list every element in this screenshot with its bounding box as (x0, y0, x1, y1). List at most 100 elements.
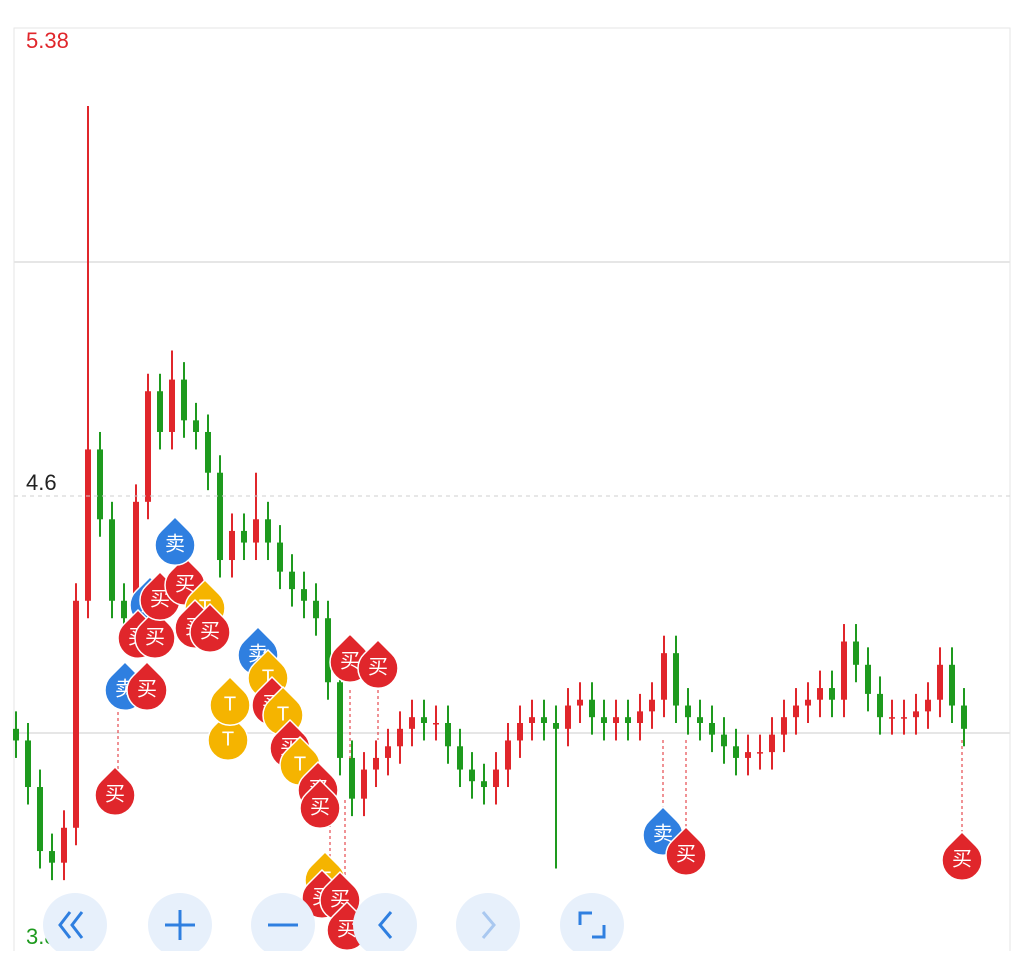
candle-body (337, 682, 343, 758)
candle-body (769, 734, 775, 753)
candle-body (481, 781, 487, 788)
signal-label: 买 (676, 843, 696, 865)
candle-body (625, 717, 631, 723)
signal-pin (665, 825, 707, 877)
candle-body (265, 519, 271, 543)
candle-body (493, 769, 499, 788)
candle-body (397, 728, 403, 747)
candle-body (757, 752, 763, 754)
candle-body (73, 600, 79, 828)
candle-body (181, 379, 187, 421)
signal-marker: 买 (357, 638, 399, 690)
signal-label: 买 (340, 650, 360, 672)
candle-body (37, 787, 43, 852)
toolbar (43, 893, 624, 956)
signal-marker: T (209, 675, 251, 727)
candle-body (205, 431, 211, 473)
candle-body (301, 589, 307, 601)
signal-label: 买 (310, 796, 330, 818)
candle-body (865, 664, 871, 694)
fullscreen-button[interactable] (560, 893, 624, 956)
signal-marker: 买 (134, 608, 176, 660)
candle-body (853, 641, 859, 665)
candle-body (877, 693, 883, 718)
candle-body (553, 723, 559, 729)
y-tick-label: 5.38 (26, 28, 69, 53)
candle-body (541, 717, 547, 723)
signal-pin (154, 515, 196, 567)
signal-label: 买 (150, 588, 170, 610)
candle-body (949, 664, 955, 706)
signal-label: 买 (952, 848, 972, 870)
candle-body (61, 827, 67, 863)
candle-body (817, 688, 823, 700)
candle-body (649, 699, 655, 712)
candle-body (457, 746, 463, 770)
candle-body (277, 542, 283, 572)
candle-body (25, 740, 31, 788)
signal-pin (189, 602, 231, 654)
candle-body (841, 641, 847, 700)
candle-body (109, 519, 115, 601)
candle-body (637, 711, 643, 723)
candle-body (673, 653, 679, 706)
candle-body (901, 717, 907, 719)
candle-body (289, 571, 295, 590)
signal-label: 买 (145, 626, 165, 648)
signal-label: T (277, 703, 289, 725)
signal-marker: 买 (94, 765, 136, 817)
candle-body (433, 723, 439, 725)
candle-body (709, 723, 715, 735)
scroll-start-button[interactable] (43, 893, 107, 956)
signal-label: T (224, 693, 236, 715)
candle-body (517, 723, 523, 741)
scroll-left-button[interactable] (353, 893, 417, 956)
axis-labels: 5.384.63.82 (14, 28, 1010, 949)
zoom-out-button[interactable] (251, 893, 315, 956)
candle-body (445, 723, 451, 747)
candle-body (805, 699, 811, 706)
candle-body (601, 717, 607, 723)
candle-body (97, 449, 103, 520)
candle-body (577, 699, 583, 706)
candle-body (829, 688, 835, 700)
signal-marker: 买 (189, 602, 231, 654)
signal-pin (209, 675, 251, 727)
candle-body (697, 717, 703, 723)
candle-body (661, 653, 667, 700)
candle-body (253, 519, 259, 543)
candle-body (325, 618, 331, 683)
zoom-in-button[interactable] (148, 893, 212, 956)
candle-body (793, 705, 799, 718)
candle-body (421, 717, 427, 723)
signal-label: 买 (175, 573, 195, 595)
signal-marker: 买 (665, 825, 707, 877)
signal-markers: 买卖买卖买买买买卖T买买TT卖T买T买T买买买买T买买买卖买买 (94, 515, 983, 952)
chart-frame (13, 27, 1011, 956)
candle-body (373, 757, 379, 770)
signal-label: T (294, 753, 306, 775)
candle-body (85, 449, 91, 601)
signal-label: 买 (105, 783, 125, 805)
candle-body (961, 705, 967, 729)
candle-body (121, 600, 127, 619)
candle-body (937, 664, 943, 700)
candle-body (385, 746, 391, 758)
scroll-right-button[interactable] (456, 893, 520, 956)
candle-body (217, 472, 223, 561)
signal-label: 买 (337, 918, 357, 940)
signal-marker: 卖 (154, 515, 196, 567)
signal-pin (357, 638, 399, 690)
signal-marker: 买 (941, 830, 983, 882)
candle-body (361, 769, 367, 799)
candle-body (889, 717, 895, 719)
candle-body (349, 757, 355, 799)
candle-body (169, 379, 175, 432)
candle-body (529, 717, 535, 723)
candle-body (133, 501, 139, 619)
signal-label: 卖 (653, 822, 673, 845)
signal-label: 卖 (165, 532, 185, 555)
candle-body (145, 391, 151, 502)
